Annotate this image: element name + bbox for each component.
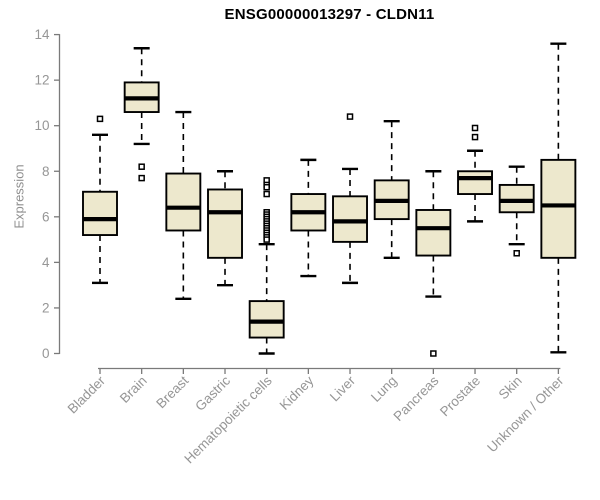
x-axis-label-liver: Liver [327, 373, 359, 405]
iqr-box [457, 170, 493, 195]
chart-title: ENSG00000013297 - CLDN11 [224, 6, 435, 23]
y-axis: 0 2 4 6 8 10 12 14 [34, 27, 61, 361]
outlier-point [346, 113, 354, 120]
iqr-box [165, 172, 202, 232]
outlier-point [96, 115, 104, 123]
box-pancreas [415, 170, 452, 357]
iqr-box [415, 209, 452, 257]
x-axis-label-kidney: Kidney [277, 373, 317, 413]
x-axis-label-breast: Breast [153, 373, 191, 411]
x-axis-label-bladder: Bladder [65, 373, 109, 417]
outlier-point [138, 174, 145, 182]
box-liver [332, 113, 368, 285]
y-tick-label: 4 [42, 255, 50, 270]
outlier-point [263, 236, 270, 243]
y-axis-title: Expression [11, 164, 27, 229]
box-lung [373, 119, 410, 260]
y-tick-label: 12 [34, 73, 49, 88]
outlier-point [471, 133, 479, 141]
box-skin [498, 165, 535, 257]
x-axis-label-unknown-other: Unknown / Other [484, 373, 567, 456]
y-tick-label: 0 [42, 346, 50, 361]
iqr-box [248, 300, 285, 339]
outlier-point [471, 124, 479, 132]
iqr-box [332, 195, 368, 243]
box-hematopoietic-cells [248, 177, 285, 355]
box-gastric [207, 170, 243, 287]
iqr-box [207, 188, 243, 259]
outlier-point [263, 190, 270, 198]
box-unknown-other [540, 42, 577, 354]
x-axis-label-gastric: Gastric [192, 373, 233, 414]
x-axis-label-prostate: Prostate [437, 373, 483, 419]
box-breast [165, 110, 202, 301]
y-tick-label: 8 [42, 164, 50, 179]
x-axis-label-lung: Lung [368, 373, 400, 405]
x-axis-label-pancreas: Pancreas [391, 373, 442, 424]
box-bladder [82, 115, 118, 285]
y-tick-label: 10 [34, 118, 49, 133]
iqr-box [540, 158, 577, 259]
box-kidney [290, 158, 327, 278]
y-tick-label: 14 [34, 27, 50, 42]
iqr-box [498, 183, 535, 214]
x-axis-label-skin: Skin [496, 373, 525, 402]
outlier-point [430, 350, 437, 357]
outlier-point [513, 250, 520, 257]
x-axis-label-brain: Brain [117, 373, 150, 406]
outlier-point [138, 163, 145, 170]
box-brain [123, 47, 160, 182]
outlier-point [263, 183, 270, 191]
iqr-box [82, 190, 118, 236]
box-prostate [457, 124, 493, 223]
y-tick-label: 6 [42, 209, 50, 224]
y-tick-label: 2 [42, 300, 50, 315]
